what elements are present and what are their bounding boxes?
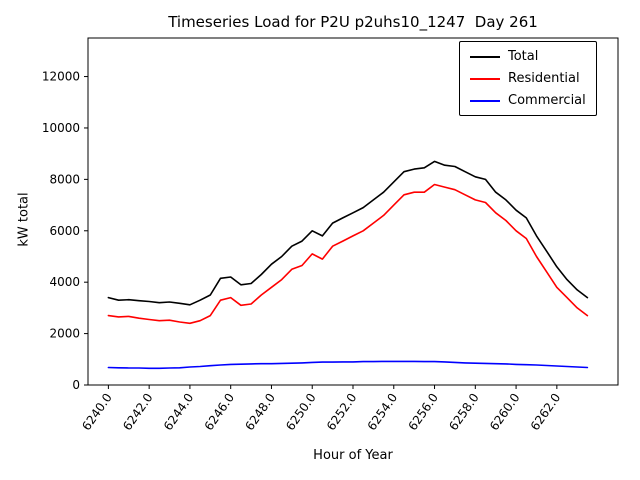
y-tick-label: 2000 <box>49 327 80 341</box>
x-tick-label: 6240.0 <box>79 391 115 433</box>
x-tick-label: 6242.0 <box>120 391 156 433</box>
y-tick-label: 8000 <box>49 172 80 186</box>
residential-line-swatch <box>470 77 500 80</box>
legend-label-residential: Residential <box>508 71 580 86</box>
x-tick-label: 6260.0 <box>487 391 523 433</box>
series-line-total <box>107 160 589 306</box>
y-tick-label: 4000 <box>49 275 80 289</box>
x-tick-label: 6258.0 <box>446 391 482 433</box>
legend-label-commercial: Commercial <box>508 93 586 108</box>
legend-item-commercial: Commercial <box>470 94 586 107</box>
legend-label-total: Total <box>508 49 539 64</box>
x-tick-label: 6254.0 <box>365 391 401 433</box>
x-tick-label: 6244.0 <box>161 391 197 433</box>
series-line-residential <box>107 183 589 325</box>
x-axis-label: Hour of Year <box>313 448 393 463</box>
y-tick-label: 12000 <box>42 70 80 84</box>
chart-title: Timeseries Load for P2U p2uhs10_1247 Day… <box>168 13 538 31</box>
legend-item-residential: Residential <box>470 72 586 85</box>
x-tick-label: 6246.0 <box>202 391 238 433</box>
commercial-line-swatch <box>470 99 500 102</box>
legend-item-total: Total <box>470 50 586 63</box>
y-tick-label: 10000 <box>42 121 80 135</box>
x-tick-label: 6248.0 <box>242 391 278 433</box>
x-tick-label: 6250.0 <box>283 391 319 433</box>
series-line-commercial <box>107 360 589 370</box>
x-tick-label: 6256.0 <box>405 391 441 433</box>
legend: Total Residential Commercial <box>459 41 597 116</box>
y-tick-label: 0 <box>72 378 80 392</box>
total-line-swatch <box>470 55 500 58</box>
x-tick-label: 6252.0 <box>324 391 360 433</box>
y-tick-label: 6000 <box>49 224 80 238</box>
x-tick-label: 6262.0 <box>528 391 564 433</box>
